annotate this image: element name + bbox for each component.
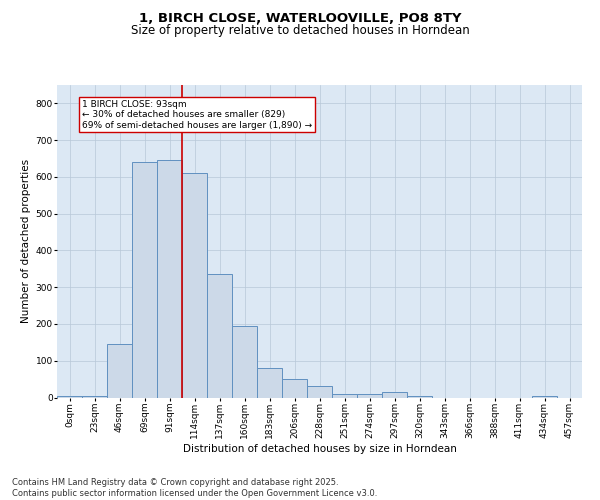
Bar: [282, 379, 307, 398]
Bar: [207, 274, 232, 398]
Text: Size of property relative to detached houses in Horndean: Size of property relative to detached ho…: [131, 24, 469, 37]
Bar: [232, 326, 257, 398]
Text: 1 BIRCH CLOSE: 93sqm
← 30% of detached houses are smaller (829)
69% of semi-deta: 1 BIRCH CLOSE: 93sqm ← 30% of detached h…: [82, 100, 312, 130]
Bar: [257, 368, 282, 398]
Bar: [407, 396, 432, 398]
Bar: [182, 173, 207, 398]
Bar: [382, 392, 407, 398]
Bar: [532, 396, 557, 398]
Bar: [107, 344, 132, 398]
Bar: [82, 396, 107, 398]
Bar: [307, 386, 332, 398]
Bar: [157, 160, 182, 398]
Bar: [357, 394, 382, 398]
X-axis label: Distribution of detached houses by size in Horndean: Distribution of detached houses by size …: [182, 444, 457, 454]
Y-axis label: Number of detached properties: Number of detached properties: [22, 159, 31, 324]
Bar: [132, 162, 157, 398]
Bar: [57, 396, 82, 398]
Bar: [332, 394, 357, 398]
Text: 1, BIRCH CLOSE, WATERLOOVILLE, PO8 8TY: 1, BIRCH CLOSE, WATERLOOVILLE, PO8 8TY: [139, 12, 461, 26]
Text: Contains HM Land Registry data © Crown copyright and database right 2025.
Contai: Contains HM Land Registry data © Crown c…: [12, 478, 377, 498]
